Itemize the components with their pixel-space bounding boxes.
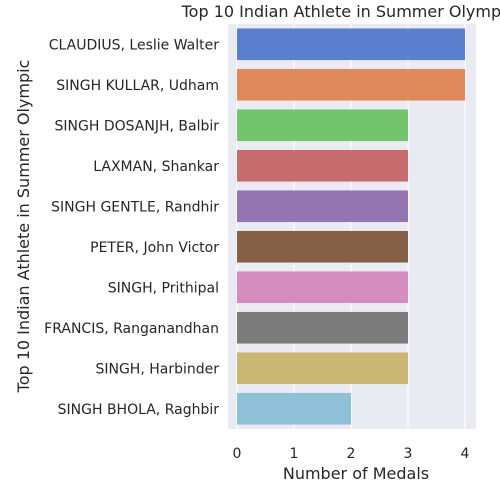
bar-2 <box>237 109 408 142</box>
x-tick-label-2: 2 <box>347 446 356 462</box>
x-axis-label: Number of Medals <box>283 464 429 483</box>
y-tick-label-8: SINGH, Harbinder <box>95 361 219 377</box>
chart-title: Top 10 Indian Athlete in Summer Olympic <box>181 2 500 21</box>
bars <box>237 28 465 425</box>
bar-0 <box>237 28 465 61</box>
y-tick-label-5: PETER, John Victor <box>90 240 219 256</box>
bar-6 <box>237 271 408 304</box>
bar-7 <box>237 311 408 344</box>
x-tick-labels: 0 1 2 3 4 <box>233 446 470 462</box>
x-tick-label-1: 1 <box>290 446 299 462</box>
y-tick-label-6: SINGH, Prithipal <box>108 280 219 296</box>
bar-4 <box>237 190 408 223</box>
bar-9 <box>237 392 351 425</box>
bar-1 <box>237 68 465 101</box>
bar-3 <box>237 149 408 182</box>
bar-5 <box>237 230 408 263</box>
y-axis-label: Top 10 Indian Athlete in Summer Olympic <box>14 60 33 394</box>
y-tick-labels: CLAUDIUS, Leslie Walter SINGH KULLAR, Udh… <box>44 37 219 418</box>
x-tick-label-0: 0 <box>233 446 242 462</box>
y-tick-label-3: LAXMAN, Shankar <box>93 159 219 175</box>
y-tick-label-4: SINGH GENTLE, Randhir <box>51 199 219 215</box>
y-tick-label-1: SINGH KULLAR, Udham <box>56 78 219 94</box>
y-tick-label-9: SINGH BHOLA, Raghbir <box>58 402 220 418</box>
x-tick-label-4: 4 <box>461 446 470 462</box>
x-tick-label-3: 3 <box>404 446 413 462</box>
y-tick-label-0: CLAUDIUS, Leslie Walter <box>49 37 219 53</box>
y-tick-label-7: FRANCIS, Ranganandhan <box>44 321 219 337</box>
bar-8 <box>237 352 408 385</box>
y-tick-label-2: SINGH DOSANJH, Balbir <box>55 118 220 134</box>
